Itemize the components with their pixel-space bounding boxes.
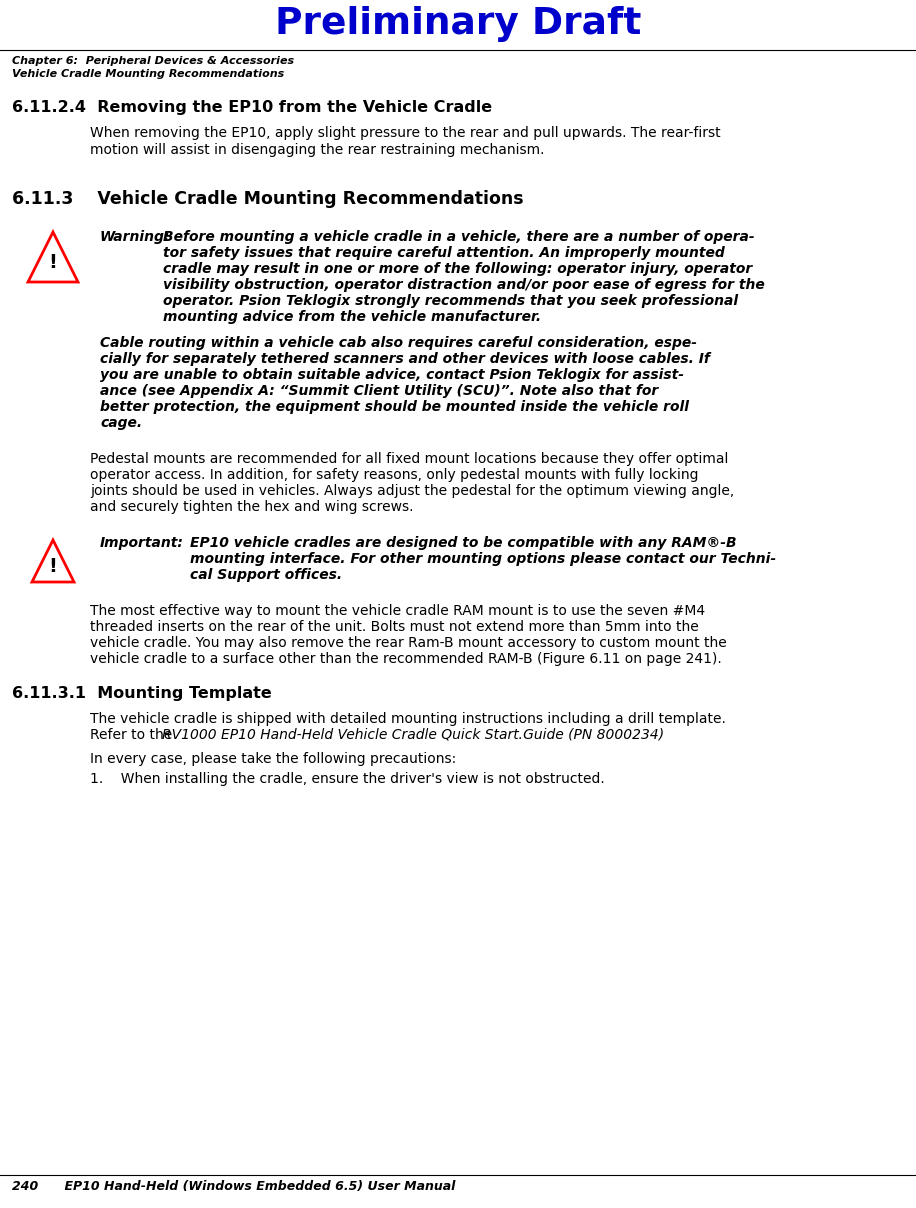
- Text: The vehicle cradle is shipped with detailed mounting instructions including a dr: The vehicle cradle is shipped with detai…: [90, 712, 725, 726]
- Text: 6.11.3    Vehicle Cradle Mounting Recommendations: 6.11.3 Vehicle Cradle Mounting Recommend…: [12, 190, 524, 208]
- Text: !: !: [49, 254, 58, 273]
- Text: vehicle cradle. You may also remove the rear Ram-B mount accessory to custom mou: vehicle cradle. You may also remove the …: [90, 635, 726, 650]
- Text: Preliminary Draft: Preliminary Draft: [275, 6, 641, 42]
- Text: cradle may result in one or more of the following: operator injury, operator: cradle may result in one or more of the …: [163, 262, 752, 275]
- Text: better protection, the equipment should be mounted inside the vehicle roll: better protection, the equipment should …: [100, 400, 689, 414]
- Text: EP10 vehicle cradles are designed to be compatible with any RAM®-B: EP10 vehicle cradles are designed to be …: [190, 536, 736, 550]
- Text: Cable routing within a vehicle cab also requires careful consideration, espe-: Cable routing within a vehicle cab also …: [100, 336, 697, 350]
- Text: operator access. In addition, for safety reasons, only pedestal mounts with full: operator access. In addition, for safety…: [90, 467, 699, 482]
- Text: Before mounting a vehicle cradle in a vehicle, there are a number of opera-: Before mounting a vehicle cradle in a ve…: [163, 230, 755, 244]
- Text: .: .: [518, 728, 521, 742]
- Text: cially for separately tethered scanners and other devices with loose cables. If: cially for separately tethered scanners …: [100, 352, 710, 366]
- Text: Important:: Important:: [100, 536, 184, 550]
- Text: mounting advice from the vehicle manufacturer.: mounting advice from the vehicle manufac…: [163, 310, 541, 324]
- Text: motion will assist in disengaging the rear restraining mechanism.: motion will assist in disengaging the re…: [90, 143, 544, 157]
- Text: threaded inserts on the rear of the unit. Bolts must not extend more than 5mm in: threaded inserts on the rear of the unit…: [90, 620, 699, 634]
- Text: tor safety issues that require careful attention. An improperly mounted: tor safety issues that require careful a…: [163, 246, 725, 260]
- Text: 1.    When installing the cradle, ensure the driver's view is not obstructed.: 1. When installing the cradle, ensure th…: [90, 772, 605, 786]
- Text: cage.: cage.: [100, 416, 142, 430]
- Text: 6.11.3.1  Mounting Template: 6.11.3.1 Mounting Template: [12, 686, 272, 701]
- Text: Vehicle Cradle Mounting Recommendations: Vehicle Cradle Mounting Recommendations: [12, 69, 284, 79]
- Text: operator. Psion Teklogix strongly recommends that you seek professional: operator. Psion Teklogix strongly recomm…: [163, 294, 738, 308]
- Text: !: !: [49, 557, 58, 575]
- Text: vehicle cradle to a surface other than the recommended RAM-B (Figure 6.11 on pag: vehicle cradle to a surface other than t…: [90, 652, 722, 666]
- Text: visibility obstruction, operator distraction and/or poor ease of egress for the: visibility obstruction, operator distrac…: [163, 278, 765, 292]
- Text: cal Support offices.: cal Support offices.: [190, 568, 342, 582]
- Text: you are unable to obtain suitable advice, contact Psion Teklogix for assist-: you are unable to obtain suitable advice…: [100, 368, 684, 382]
- Text: In every case, please take the following precautions:: In every case, please take the following…: [90, 753, 456, 766]
- Text: joints should be used in vehicles. Always adjust the pedestal for the optimum vi: joints should be used in vehicles. Alway…: [90, 484, 735, 498]
- Text: 6.11.2.4  Removing the EP10 from the Vehicle Cradle: 6.11.2.4 Removing the EP10 from the Vehi…: [12, 100, 492, 115]
- Text: Refer to the: Refer to the: [90, 728, 177, 742]
- Text: Warning:: Warning:: [100, 230, 170, 244]
- Text: RV1000 EP10 Hand-Held Vehicle Cradle Quick Start Guide (PN 8000234): RV1000 EP10 Hand-Held Vehicle Cradle Qui…: [162, 728, 664, 742]
- Text: The most effective way to mount the vehicle cradle RAM mount is to use the seven: The most effective way to mount the vehi…: [90, 604, 705, 618]
- Text: and securely tighten the hex and wing screws.: and securely tighten the hex and wing sc…: [90, 500, 413, 513]
- Text: mounting interface. For other mounting options please contact our Techni-: mounting interface. For other mounting o…: [190, 552, 776, 567]
- Text: Pedestal mounts are recommended for all fixed mount locations because they offer: Pedestal mounts are recommended for all …: [90, 452, 728, 466]
- Text: ance (see Appendix A: “Summit Client Utility (SCU)”. Note also that for: ance (see Appendix A: “Summit Client Uti…: [100, 384, 659, 397]
- Text: When removing the EP10, apply slight pressure to the rear and pull upwards. The : When removing the EP10, apply slight pre…: [90, 126, 721, 140]
- Text: Chapter 6:  Peripheral Devices & Accessories: Chapter 6: Peripheral Devices & Accessor…: [12, 56, 294, 66]
- Text: 240      EP10 Hand-Held (Windows Embedded 6.5) User Manual: 240 EP10 Hand-Held (Windows Embedded 6.5…: [12, 1180, 455, 1194]
